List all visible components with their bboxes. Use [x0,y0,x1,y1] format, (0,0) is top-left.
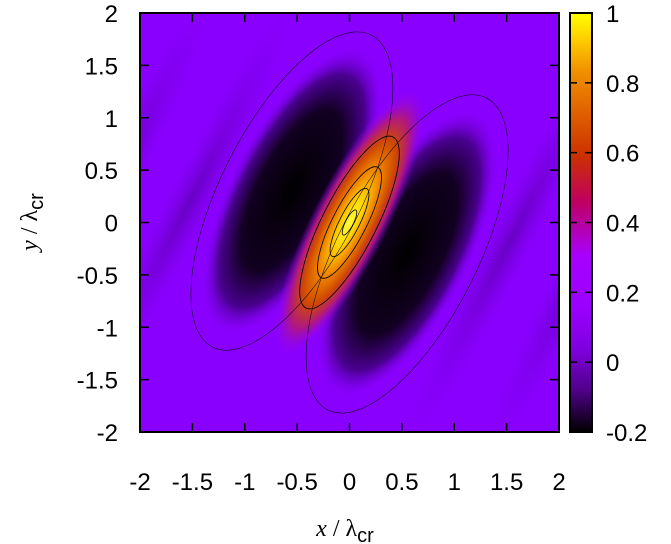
x-tick-label: 1.5 [490,469,523,496]
background-stripe [468,20,559,432]
colorbar-tick-label: 0.6 [606,141,639,168]
contour-line [329,187,370,258]
background-stripes [140,13,559,432]
y-tick-label: 0.5 [85,158,118,185]
colorbar-tick-label: 0 [606,350,619,377]
y-tick-label: -0.5 [77,263,118,290]
trough-right [315,108,499,400]
y-tick-label: 2 [105,1,118,28]
colorbar-tick-label: 1 [606,1,619,28]
x-tick-label: 0.5 [385,469,418,496]
x-ticks: -2 -1.5 -1 -0.5 0 0.5 1 1.5 2 [129,13,566,496]
contour-line [190,31,394,351]
heatmap-area [140,13,559,432]
background-stripe [140,13,231,425]
y-ticks: 2 1.5 1 0.5 0 -0.5 -1 -1.5 -2 [77,1,559,447]
contour-line [299,135,400,310]
colorbar-ticks: 1 0.8 0.6 0.4 0.2 0 -0.2 [570,1,647,447]
colorbar [570,13,592,432]
x-axis-label: x / λcr [315,516,374,544]
trough-left [200,45,384,337]
colorbar-tick-label: -0.2 [606,420,647,447]
y-tick-label: 0 [105,211,118,238]
y-tick-label: 1 [105,106,118,133]
central-peak [273,87,426,358]
x-tick-label: 2 [552,469,565,496]
x-tick-label: -1 [234,469,255,496]
background-stripe [140,13,311,432]
background-stripe [388,13,559,432]
x-tick-label: -2 [129,469,150,496]
y-tick-label: 1.5 [85,53,118,80]
y-tick-label: -2 [97,420,118,447]
contour-line [341,209,358,236]
x-tick-label: -0.5 [276,469,317,496]
y-axis-label: y / λcr [17,193,48,253]
x-tick-label: 1 [448,469,461,496]
colorbar-tick-label: 0.4 [606,211,639,238]
contour-line [305,94,509,414]
contour-lines [190,31,509,414]
colorbar-tick-label: 0.2 [606,280,639,307]
x-tick-label: 0 [343,469,356,496]
y-tick-label: -1.5 [77,368,118,395]
x-tick-label: -1.5 [172,469,213,496]
colorbar-tick-label: 0.8 [606,71,639,98]
y-tick-label: -1 [97,315,118,342]
